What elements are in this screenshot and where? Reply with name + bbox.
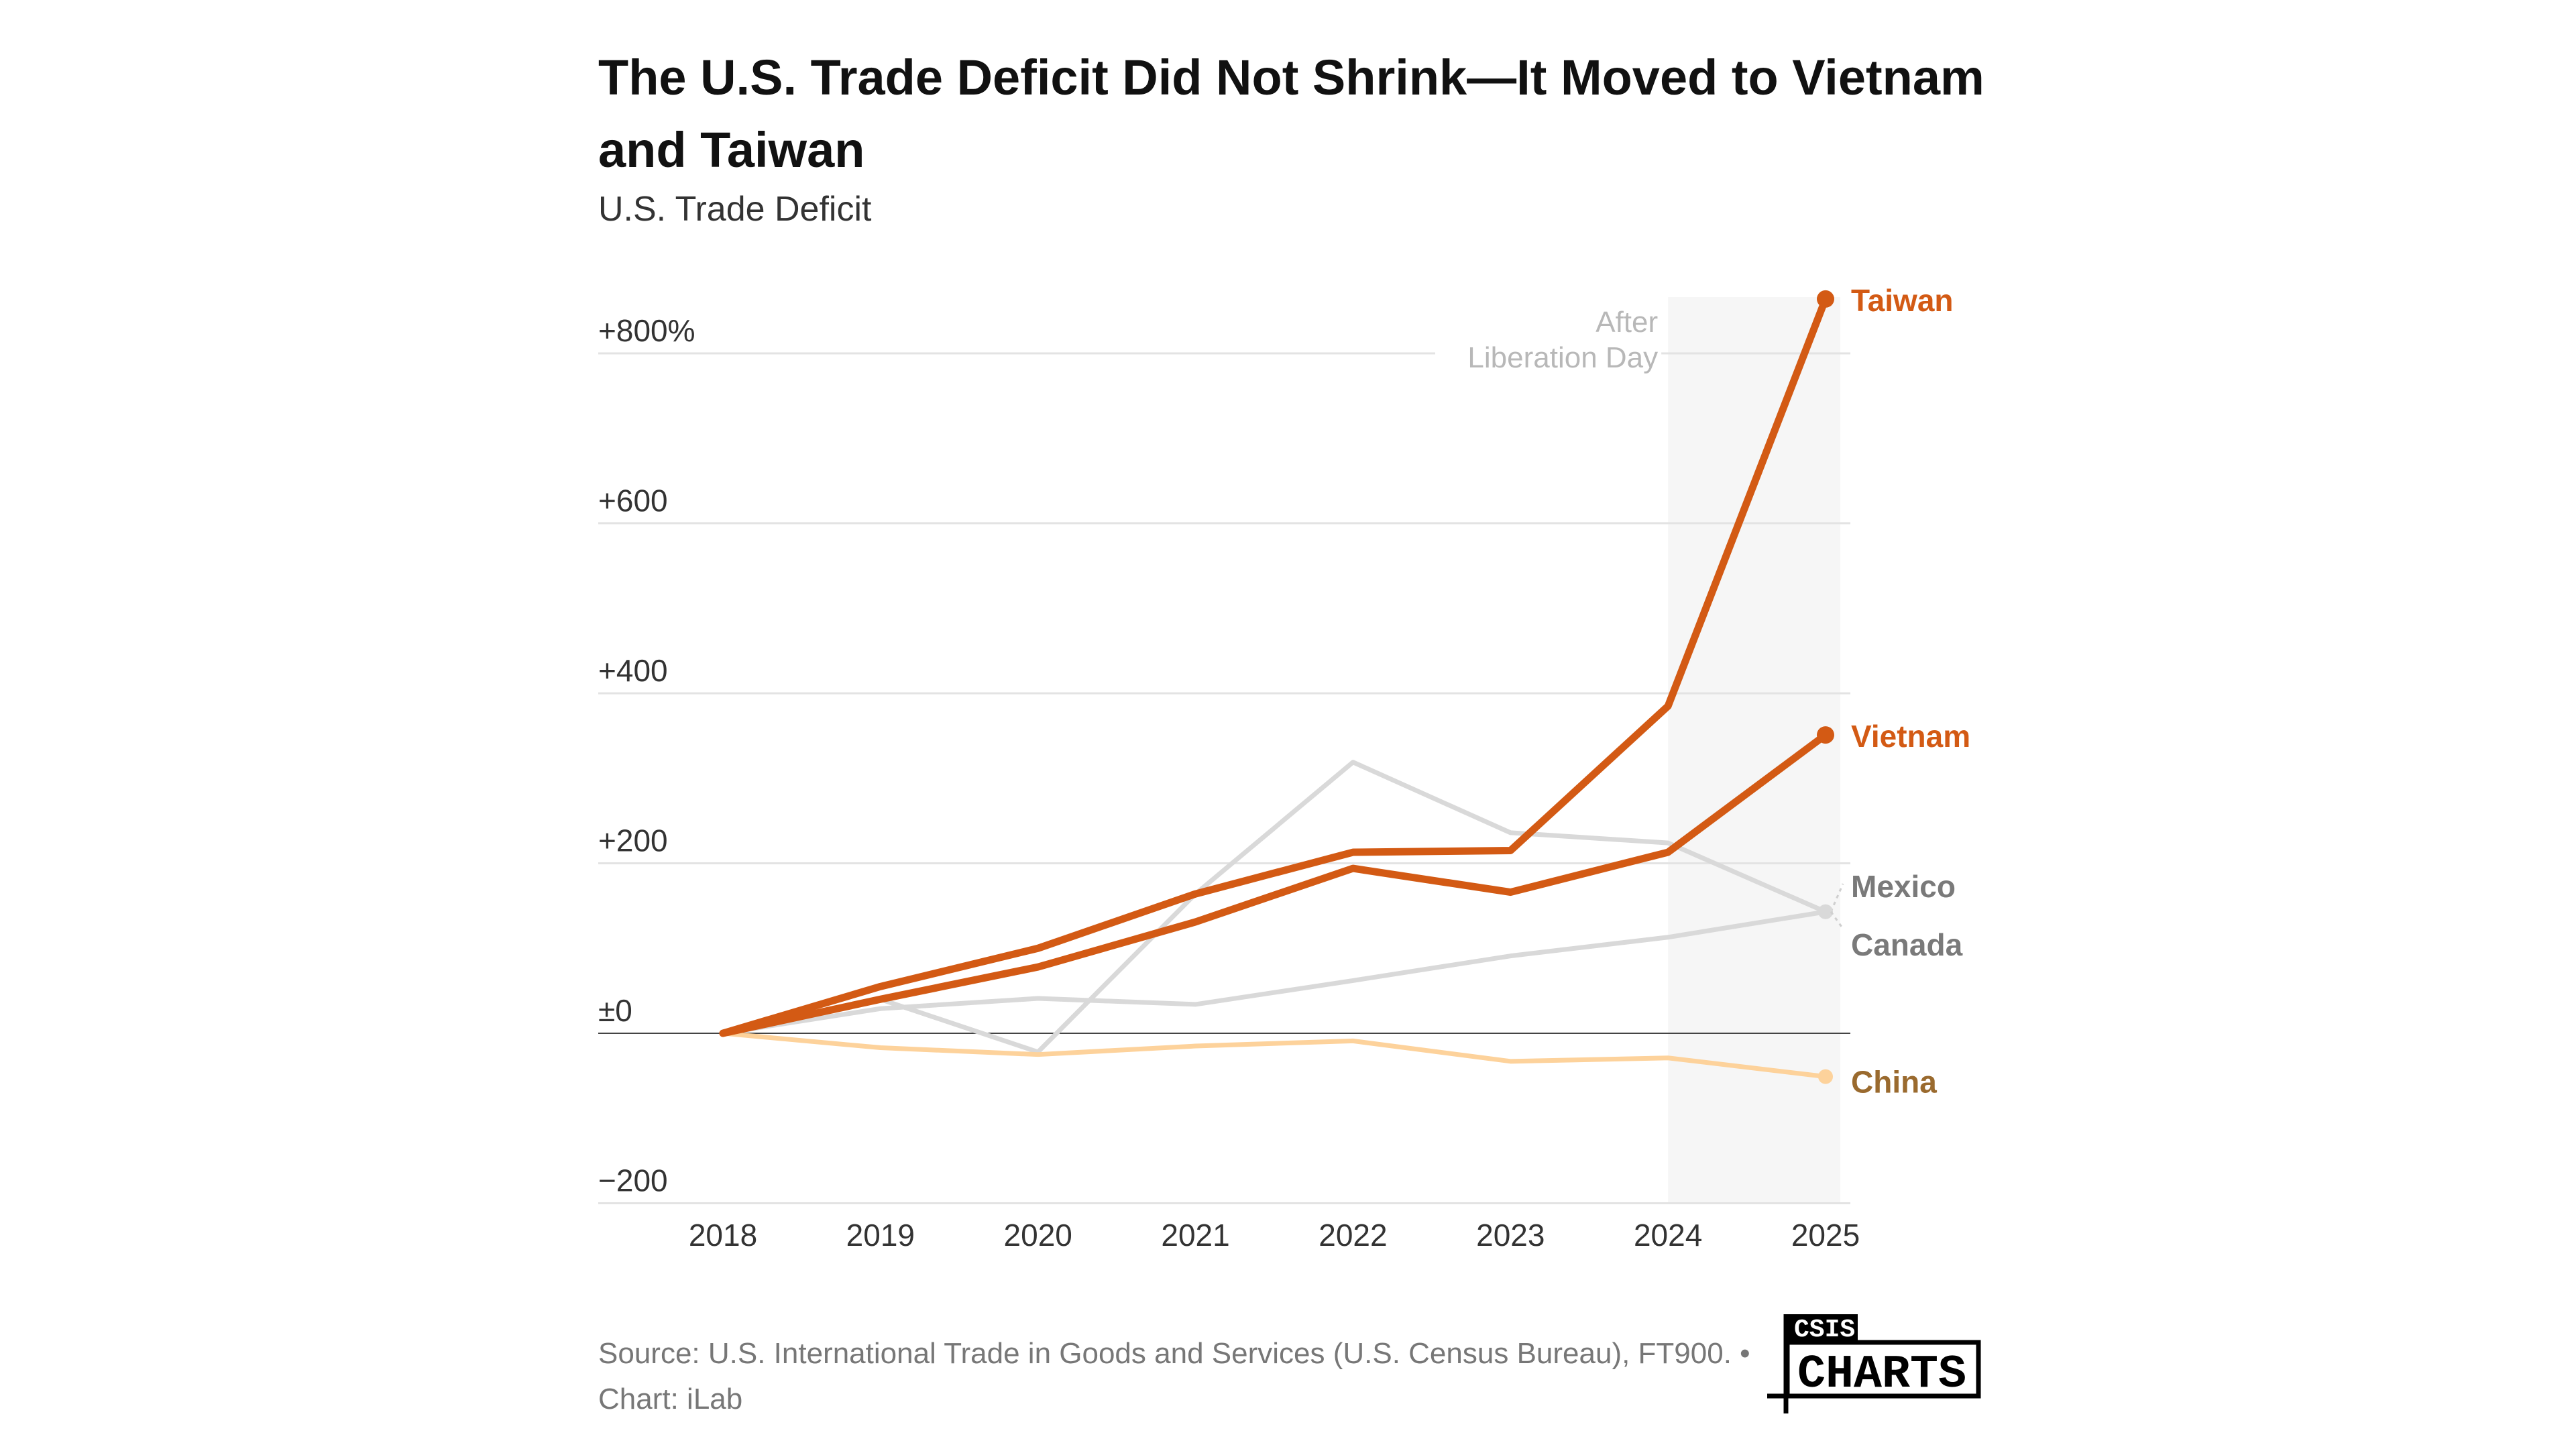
series-line-taiwan	[719, 295, 1830, 1037]
source-note: Source: U.S. International Trade in Good…	[598, 1337, 1750, 1415]
x-tick-label: 2018	[689, 1218, 757, 1253]
x-tick-label: 2024	[1634, 1218, 1702, 1253]
series-line-china	[720, 1031, 1828, 1080]
label-leader	[1830, 883, 1844, 913]
y-tick-label: ±0	[598, 993, 632, 1028]
x-tick-label: 2021	[1161, 1218, 1229, 1253]
series-label-taiwan: Taiwan	[1851, 283, 1954, 318]
series-line-vietnam	[719, 731, 1830, 1037]
label-leader	[1830, 911, 1844, 929]
x-tick-label: 2022	[1319, 1218, 1387, 1253]
series-line-canada	[720, 760, 1828, 1055]
end-point-canada	[1818, 904, 1833, 919]
y-tick-label: +200	[598, 823, 668, 858]
svg-text:CHARTS: CHARTS	[1797, 1348, 1966, 1401]
y-tick-label: +800%	[598, 313, 695, 348]
svg-text:CSIS: CSIS	[1794, 1316, 1855, 1344]
series-line-mexico	[720, 909, 1828, 1036]
series-label-vietnam: Vietnam	[1851, 719, 1970, 754]
series-label-china: China	[1851, 1065, 1937, 1100]
x-tick-label: 2019	[846, 1218, 915, 1253]
series-label-canada: Canada	[1851, 927, 1963, 962]
after-liberation-day-shade	[1668, 297, 1840, 1204]
end-point-china	[1818, 1069, 1833, 1084]
annotation-text: Liberation Day	[1467, 341, 1658, 374]
y-tick-label: −200	[598, 1163, 668, 1198]
end-point-vietnam	[1817, 726, 1834, 744]
annotation-bg	[1435, 339, 1662, 372]
chart-subtitle: U.S. Trade Deficit	[598, 190, 872, 229]
series-label-mexico: Mexico	[1851, 869, 1956, 904]
y-tick-label: +600	[598, 483, 668, 518]
x-tick-label: 2025	[1791, 1218, 1860, 1253]
end-point-taiwan	[1817, 290, 1834, 308]
csis-charts-logo: CSIS CHARTS	[1767, 1314, 1981, 1413]
y-tick-label: +400	[598, 653, 668, 688]
annotation-text: After	[1595, 306, 1658, 339]
x-tick-label: 2023	[1476, 1218, 1545, 1253]
chart-title: The U.S. Trade Deficit Did Not Shrink—It…	[598, 50, 1984, 178]
x-tick-label: 2020	[1004, 1218, 1072, 1253]
